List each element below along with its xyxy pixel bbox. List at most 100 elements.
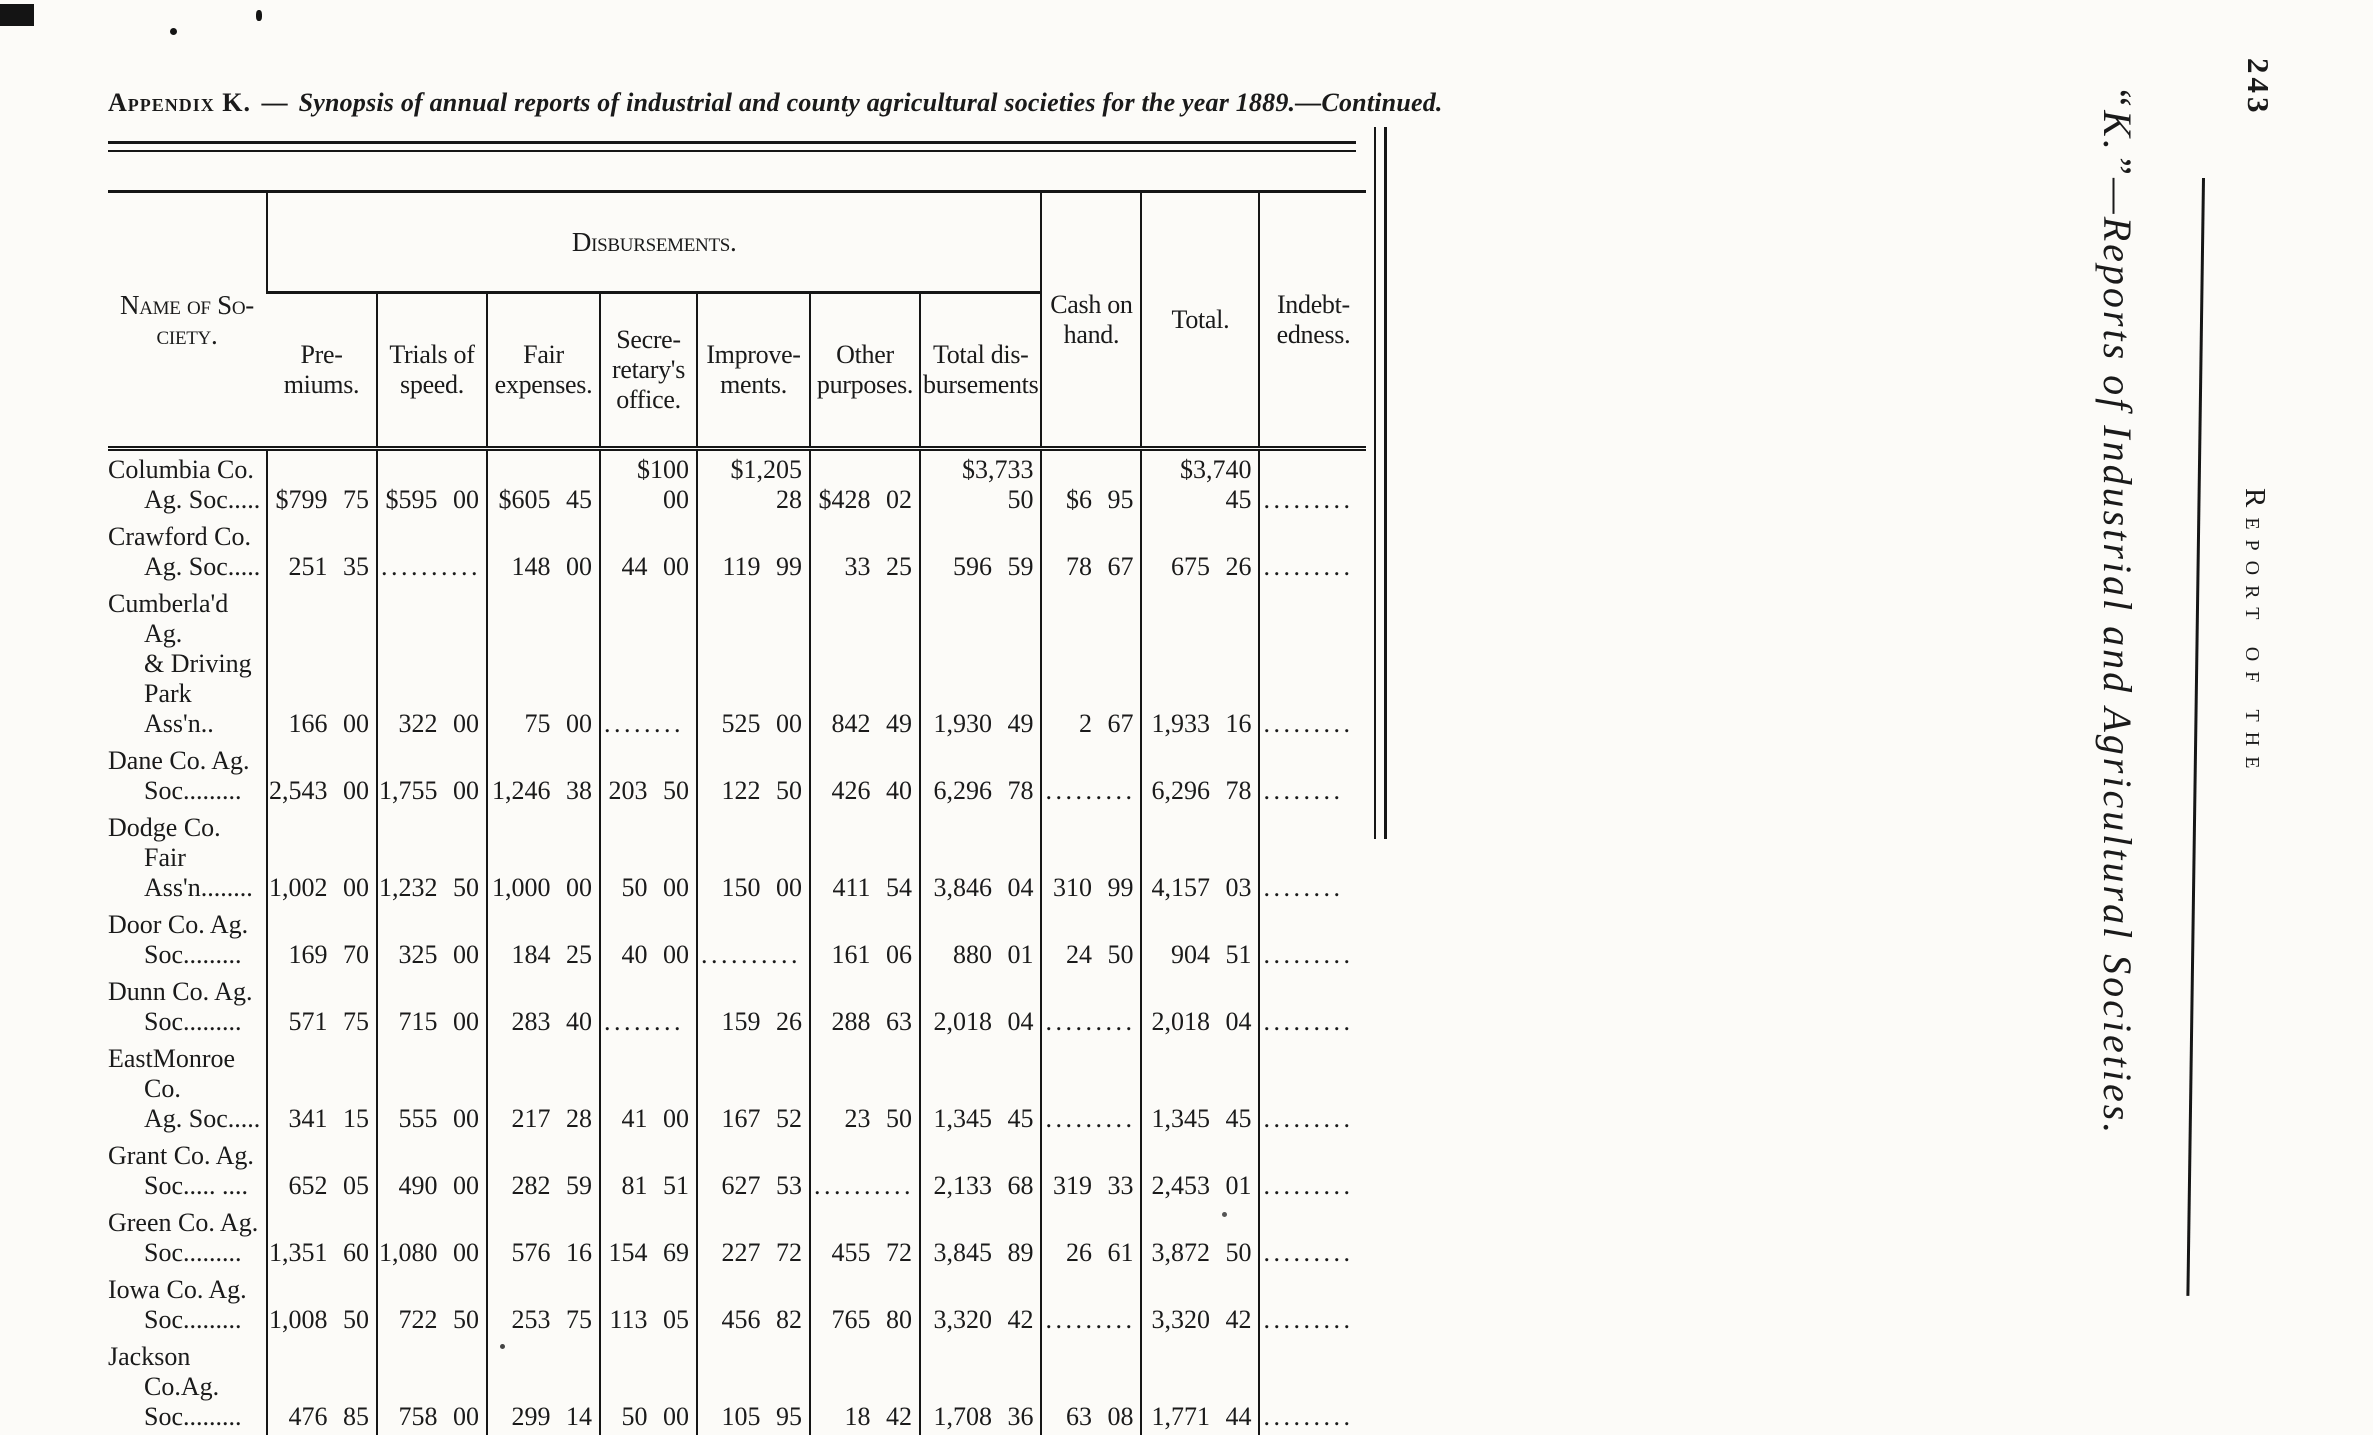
amount-cell: 6,296 78 [920,742,1041,809]
amount-cell: 1,933 16 [1141,585,1259,742]
society-name: Dunn Co. Ag. Soc......... [108,973,267,1040]
amount-cell: 456 82 [697,1271,810,1338]
scan-artifact [170,28,177,35]
col-header-fair-expenses: Fair expenses. [487,293,600,449]
margin-running-title: “K.”—Reports of Industrial and Agricultu… [2094,85,2141,1375]
col-header-cash-on-hand: Cash on hand. [1041,192,1141,449]
amount-cell: 75 00 [487,585,600,742]
amount-cell: 6,296 78 [1141,742,1259,809]
empty-cell-leader: ......... [1259,1271,1366,1338]
amount-cell: 167 52 [697,1040,810,1137]
amount-cell: 299 14 [487,1338,600,1435]
amount-cell: 251 35 [267,518,377,585]
amount-cell: 1,002 00 [267,809,377,906]
title-rule [108,141,1356,152]
col-header-trials-of-speed: Trials of speed. [377,293,487,449]
amount-cell: $428 02 [810,449,920,519]
empty-cell-leader: ......... [1259,518,1366,585]
amount-cell: 715 00 [377,973,487,1040]
table-header: Name of So- ciety. Disbursements. Cash o… [108,192,1366,449]
amount-cell: 525 00 [697,585,810,742]
amount-cell: 119 99 [697,518,810,585]
table-row: Cumberla'd Ag. & Driving Park Ass'n..166… [108,585,1366,742]
empty-cell-leader: ........ [1259,809,1366,906]
amount-cell: 880 01 [920,906,1041,973]
society-name: Door Co. Ag. Soc......... [108,906,267,973]
amount-cell: 150 00 [697,809,810,906]
amount-cell: 310 99 [1041,809,1141,906]
amount-cell: 652 05 [267,1137,377,1204]
col-header-premiums: Pre- miums. [267,293,377,449]
col-header-other-purposes: Other purposes. [810,293,920,449]
scanned-page: Appendix K. — Synopsis of annual reports… [0,0,2373,1380]
amount-cell: 1,351 60 [267,1204,377,1271]
empty-cell-leader: .......... [810,1137,920,1204]
amount-cell: 722 50 [377,1271,487,1338]
amount-cell: 455 72 [810,1204,920,1271]
amount-cell: 627 53 [697,1137,810,1204]
amount-cell: 1,246 38 [487,742,600,809]
amount-cell: 576 16 [487,1204,600,1271]
amount-cell: 253 75 [487,1271,600,1338]
amount-cell: 1,771 44 [1141,1338,1259,1435]
empty-cell-leader: ........ [1259,742,1366,809]
amount-cell: 571 75 [267,973,377,1040]
scan-artifact [256,10,262,21]
amount-cell: 2,018 04 [920,973,1041,1040]
amount-cell: 3,845 89 [920,1204,1041,1271]
empty-cell-leader: ......... [1259,973,1366,1040]
amount-cell: 24 50 [1041,906,1141,973]
amount-cell: 26 61 [1041,1204,1141,1271]
amount-cell: 904 51 [1141,906,1259,973]
amount-cell: $3,740 45 [1141,449,1259,519]
society-name: Iowa Co. Ag. Soc......... [108,1271,267,1338]
amount-cell: 476 85 [267,1338,377,1435]
amount-cell: 411 54 [810,809,920,906]
amount-cell: 325 00 [377,906,487,973]
amount-cell: 1,345 45 [920,1040,1041,1137]
amount-cell: 596 59 [920,518,1041,585]
margin-vertical-rule [2186,178,2205,1296]
empty-cell-leader: ........ [600,585,697,742]
col-header-secretarys-office: Secre- retary's office. [600,293,697,449]
society-name: Grant Co. Ag. Soc..... .... [108,1137,267,1204]
amount-cell: 1,080 00 [377,1204,487,1271]
amount-cell: 2,018 04 [1141,973,1259,1040]
page-title: Appendix K. — Synopsis of annual reports… [108,88,1356,118]
amount-cell: 3,872 50 [1141,1204,1259,1271]
col-header-total-disbursements: Total dis- bursements [920,293,1041,449]
amount-cell: 154 69 [600,1204,697,1271]
amount-cell: 3,320 42 [920,1271,1041,1338]
amount-cell: 1,345 45 [1141,1040,1259,1137]
amount-cell: 2 67 [1041,585,1141,742]
amount-cell: $605 45 [487,449,600,519]
amount-cell: 1,008 50 [267,1271,377,1338]
empty-cell-leader: ......... [1259,449,1366,519]
empty-cell-leader: ......... [1041,973,1141,1040]
amount-cell: 555 00 [377,1040,487,1137]
amount-cell: 50 00 [600,809,697,906]
amount-cell: 2,133 68 [920,1137,1041,1204]
amount-cell: 78 67 [1041,518,1141,585]
amount-cell: 1,755 00 [377,742,487,809]
empty-cell-leader: ......... [1259,1040,1366,1137]
title-text: Synopsis of annual reports of industrial… [299,88,1443,117]
table-body: Columbia Co. Ag. Soc.....$799 75$595 00$… [108,449,1366,1435]
amount-cell: 169 70 [267,906,377,973]
amount-cell: 283 40 [487,973,600,1040]
amount-cell: 18 42 [810,1338,920,1435]
title-dash: — [262,88,288,117]
amount-cell: 765 80 [810,1271,920,1338]
amount-cell: 1,930 49 [920,585,1041,742]
margin-running-header: Report of the [2238,488,2271,778]
amount-cell: 40 00 [600,906,697,973]
col-header-indebtedness: Indebt- edness. [1259,192,1366,449]
society-name: EastMonroe Co. Ag. Soc..... [108,1040,267,1137]
scan-artifact [0,4,34,26]
amount-cell: 1,000 00 [487,809,600,906]
report-table: Name of So- ciety. Disbursements. Cash o… [108,190,1366,1435]
amount-cell: 758 00 [377,1338,487,1435]
